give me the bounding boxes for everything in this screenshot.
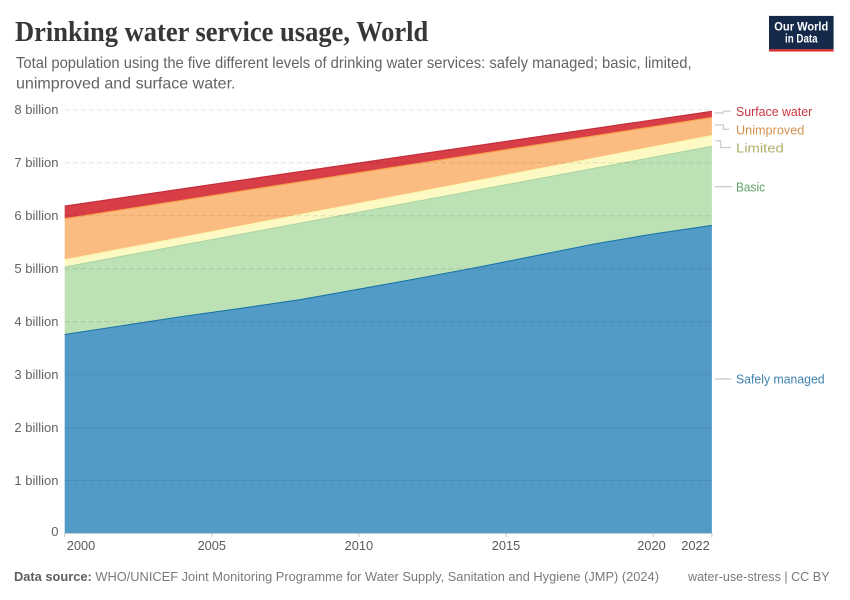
svg-text:in Data: in Data (785, 33, 818, 45)
svg-text:Surface water: Surface water (736, 104, 813, 119)
svg-text:6 billion: 6 billion (14, 208, 58, 223)
svg-text:Basic: Basic (736, 180, 766, 195)
svg-text:2020: 2020 (637, 538, 665, 553)
svg-text:7 billion: 7 billion (14, 155, 58, 170)
svg-text:0: 0 (51, 524, 58, 539)
svg-text:4 billion: 4 billion (14, 314, 58, 329)
svg-text:8 billion: 8 billion (14, 102, 58, 117)
svg-text:unimproved and surface water.: unimproved and surface water. (16, 75, 236, 92)
svg-text:Safely managed: Safely managed (736, 372, 825, 387)
svg-text:Data source: WHO/UNICEF Joint: Data source: WHO/UNICEF Joint Monitoring… (14, 570, 659, 584)
svg-text:water-use-stress | CC BY: water-use-stress | CC BY (687, 570, 830, 584)
svg-text:2015: 2015 (492, 538, 520, 553)
svg-text:Total population using the fiv: Total population using the five differen… (16, 55, 692, 72)
svg-text:5 billion: 5 billion (14, 261, 58, 276)
svg-text:2000: 2000 (67, 538, 95, 553)
svg-text:Limited: Limited (736, 141, 784, 156)
svg-text:2022: 2022 (681, 538, 709, 553)
svg-text:Drinking water service usage,: Drinking water service usage, World (15, 17, 429, 48)
svg-text:2005: 2005 (198, 538, 226, 553)
svg-text:3 billion: 3 billion (14, 367, 58, 382)
svg-text:2 billion: 2 billion (14, 420, 58, 435)
svg-text:2010: 2010 (345, 538, 373, 553)
svg-text:1 billion: 1 billion (14, 473, 58, 488)
svg-text:Our World: Our World (774, 22, 828, 34)
svg-text:Unimproved: Unimproved (736, 123, 804, 138)
